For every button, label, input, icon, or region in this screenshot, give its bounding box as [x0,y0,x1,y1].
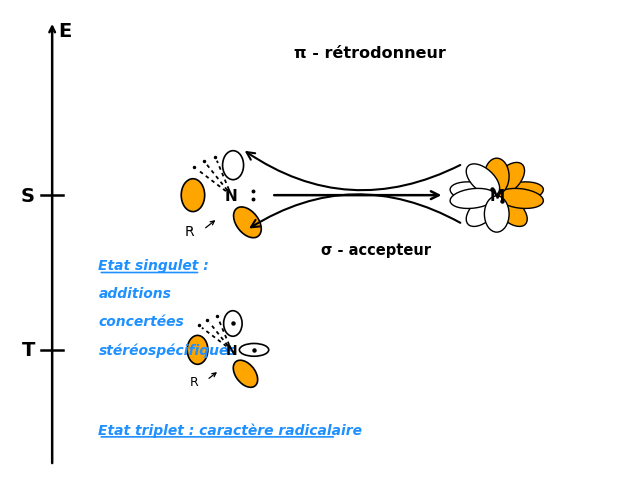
Text: Etat singulet :: Etat singulet : [98,259,209,273]
Text: S: S [21,186,35,205]
Ellipse shape [494,195,527,227]
Text: σ - accepteur: σ - accepteur [321,243,430,257]
Text: R: R [184,225,194,239]
Text: π - rétrodonneur: π - rétrodonneur [294,46,446,61]
FancyArrowPatch shape [247,153,460,191]
Ellipse shape [485,197,509,233]
Ellipse shape [450,183,496,203]
Ellipse shape [224,311,242,337]
Ellipse shape [188,336,208,365]
Text: E: E [59,22,72,41]
Text: concertées: concertées [98,315,184,328]
Ellipse shape [493,163,525,196]
Text: R: R [189,375,198,388]
Ellipse shape [498,183,543,203]
Text: additions: additions [98,287,171,301]
Text: stéréospécifiques: stéréospécifiques [98,343,237,357]
Ellipse shape [450,189,496,209]
Ellipse shape [485,159,509,195]
Text: M: M [489,188,504,203]
Text: T: T [22,341,35,360]
Ellipse shape [222,151,244,180]
Ellipse shape [239,344,269,357]
Text: N: N [225,188,237,203]
Text: Etat triplet : caractère radicalaire: Etat triplet : caractère radicalaire [98,423,363,437]
Ellipse shape [466,164,500,196]
Ellipse shape [498,189,543,209]
Ellipse shape [466,195,500,227]
Ellipse shape [233,361,258,387]
Ellipse shape [234,207,261,238]
FancyArrowPatch shape [251,195,460,228]
Text: N: N [226,343,237,357]
Ellipse shape [181,180,205,212]
